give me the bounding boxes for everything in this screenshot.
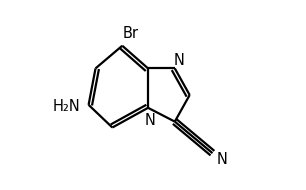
- Text: H₂N: H₂N: [53, 99, 81, 114]
- Text: Br: Br: [122, 26, 138, 41]
- Text: N: N: [173, 53, 184, 68]
- Text: N: N: [145, 113, 155, 128]
- Text: N: N: [217, 152, 228, 167]
